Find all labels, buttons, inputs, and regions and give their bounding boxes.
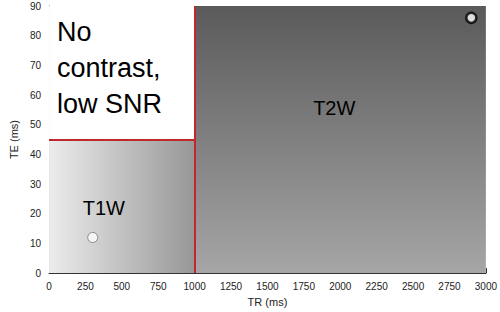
svg-text:40: 40 <box>30 149 42 160</box>
svg-text:1000: 1000 <box>184 281 207 292</box>
svg-text:80: 80 <box>30 30 42 41</box>
svg-text:1250: 1250 <box>220 281 243 292</box>
svg-text:750: 750 <box>150 281 167 292</box>
svg-text:2500: 2500 <box>402 281 425 292</box>
svg-text:1750: 1750 <box>293 281 316 292</box>
svg-text:1500: 1500 <box>256 281 279 292</box>
svg-text:2250: 2250 <box>366 281 389 292</box>
svg-text:3000: 3000 <box>475 281 498 292</box>
svg-text:20: 20 <box>30 208 42 219</box>
svg-text:TE (ms): TE (ms) <box>8 120 20 159</box>
svg-text:500: 500 <box>113 281 130 292</box>
svg-text:2000: 2000 <box>329 281 352 292</box>
svg-text:low SNR: low SNR <box>57 89 162 119</box>
svg-text:10: 10 <box>30 238 42 249</box>
svg-text:30: 30 <box>30 179 42 190</box>
svg-text:contrast,: contrast, <box>57 53 161 83</box>
svg-text:TR (ms): TR (ms) <box>248 296 288 308</box>
svg-text:No: No <box>57 17 92 47</box>
svg-text:0: 0 <box>35 268 41 279</box>
svg-text:60: 60 <box>30 90 42 101</box>
svg-text:0: 0 <box>46 281 52 292</box>
svg-text:2750: 2750 <box>438 281 461 292</box>
svg-text:T2W: T2W <box>313 97 355 119</box>
svg-text:250: 250 <box>77 281 94 292</box>
svg-text:90: 90 <box>30 1 42 12</box>
svg-text:T1W: T1W <box>83 197 125 219</box>
svg-text:70: 70 <box>30 60 42 71</box>
svg-text:50: 50 <box>30 119 42 130</box>
